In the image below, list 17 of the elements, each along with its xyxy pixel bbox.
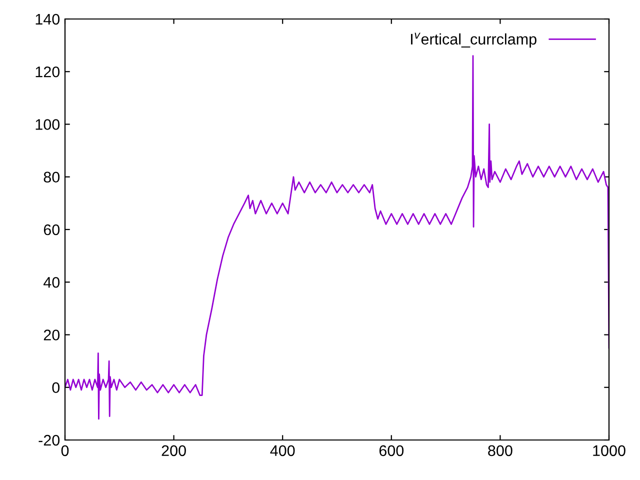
y-tick-label: 40 bbox=[44, 276, 60, 288]
y-tick-label: 80 bbox=[44, 172, 60, 183]
x-tick-label: 400 bbox=[270, 445, 295, 456]
x-tick-label: 800 bbox=[488, 445, 512, 456]
legend-label: I$^{v}$ertical_currclamp bbox=[411, 32, 536, 48]
y-tick-label: 120 bbox=[36, 66, 60, 78]
y-tick-label: -20 bbox=[38, 434, 60, 446]
y-tick-label: 0 bbox=[52, 382, 60, 394]
y-tick-label: 140 bbox=[36, 14, 60, 25]
y-tick-label: 20 bbox=[44, 330, 60, 340]
y-tick-label: 60 bbox=[44, 224, 60, 236]
line-series bbox=[65, 55, 609, 420]
x-tick-label: 600 bbox=[379, 445, 404, 456]
y-tick-label: 100 bbox=[36, 119, 60, 130]
x-tick-label: 1000 bbox=[593, 445, 626, 456]
x-tick-label: 200 bbox=[162, 445, 186, 456]
x-tick-label: 0 bbox=[61, 445, 69, 456]
